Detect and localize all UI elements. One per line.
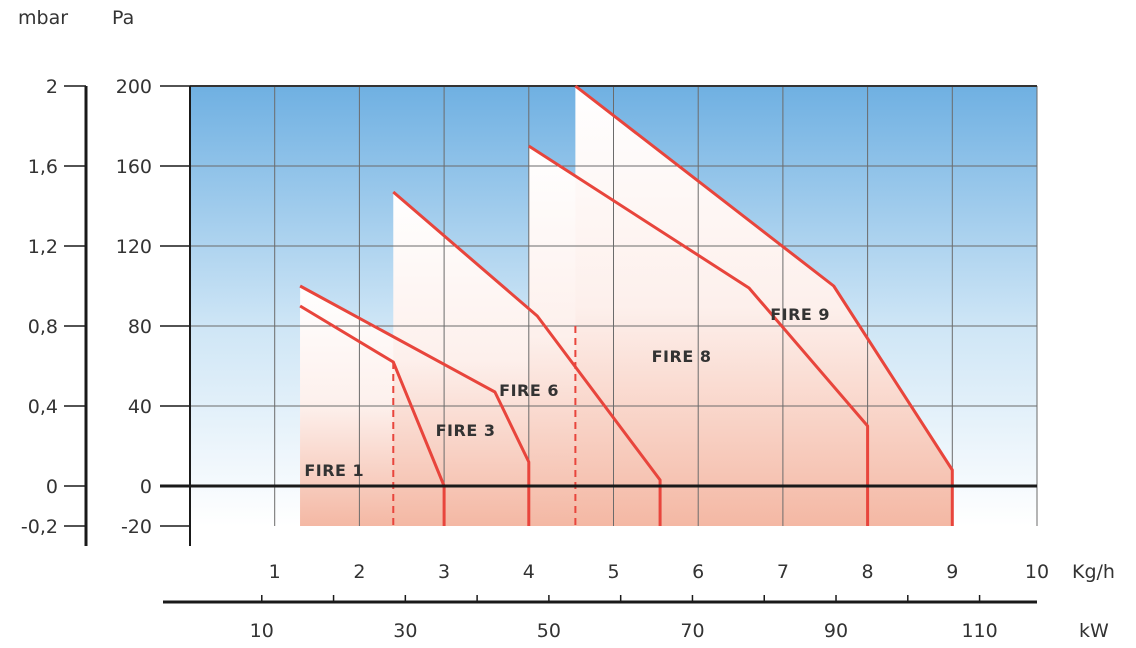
pa-tick-label: 0	[140, 476, 152, 498]
unit-label-mbar: mbar	[18, 7, 68, 29]
pa-tick-label: 80	[128, 316, 152, 338]
kgh-tick-label: 2	[353, 561, 365, 583]
series-label-2: FIRE 3	[436, 421, 496, 440]
pa-tick-label: 120	[116, 236, 152, 258]
series-label-4: FIRE 8	[652, 347, 712, 366]
series-label-1: FIRE 1	[304, 461, 364, 480]
kgh-tick-label: 7	[777, 561, 789, 583]
kw-tick-label: 70	[680, 620, 704, 642]
kw-tick-label: 50	[537, 620, 561, 642]
mbar-tick-label: 0,8	[28, 316, 58, 338]
kw-tick-label: 30	[393, 620, 417, 642]
mbar-tick-label: 2	[46, 76, 58, 98]
mbar-tick-label: 0,4	[28, 396, 58, 418]
series-line-1	[299, 304, 446, 526]
kgh-tick-label: 10	[1025, 561, 1049, 583]
mbar-tick-label: 0	[46, 476, 58, 498]
axes	[64, 85, 1037, 604]
unit-label-pa: Pa	[112, 7, 134, 29]
kgh-tick-label: 1	[269, 561, 281, 583]
pa-tick-label: 200	[116, 76, 152, 98]
series-labels: FIRE 1 FIRE 3 FIRE 6 FIRE 8 FIRE 9	[304, 305, 830, 480]
tick-labels: -0,2 0 0,4 0,8 1,2 1,6 2 -20 0 40 80 120 160 200 1 2 3 4 5…	[21, 76, 1049, 642]
unit-label-kw: kW	[1079, 620, 1109, 642]
series-label-5: FIRE 9	[770, 305, 830, 324]
series-line-3	[392, 190, 662, 526]
series-lines	[299, 84, 954, 526]
series-line-5	[574, 84, 954, 526]
kgh-tick-label: 9	[946, 561, 958, 583]
kgh-tick-label: 8	[862, 561, 874, 583]
pa-tick-label: -20	[121, 516, 152, 538]
dashed-markers	[392, 326, 577, 526]
kgh-tick-label: 4	[523, 561, 535, 583]
mbar-tick-label: -0,2	[21, 516, 58, 538]
mbar-tick-label: 1,2	[28, 236, 58, 258]
kgh-tick-label: 3	[438, 561, 450, 583]
pa-tick-label: 160	[116, 156, 152, 178]
kw-tick-label: 90	[824, 620, 848, 642]
unit-label-kgh: Kg/h	[1072, 561, 1115, 583]
pa-tick-label: 40	[128, 396, 152, 418]
series-line-4	[527, 144, 870, 526]
kgh-tick-label: 5	[607, 561, 619, 583]
kgh-tick-label: 6	[692, 561, 704, 583]
kw-tick-label: 10	[250, 620, 274, 642]
series-line-2	[299, 284, 531, 526]
mbar-tick-label: 1,6	[28, 156, 58, 178]
series-label-3: FIRE 6	[499, 381, 559, 400]
kw-tick-label: 110	[961, 620, 997, 642]
